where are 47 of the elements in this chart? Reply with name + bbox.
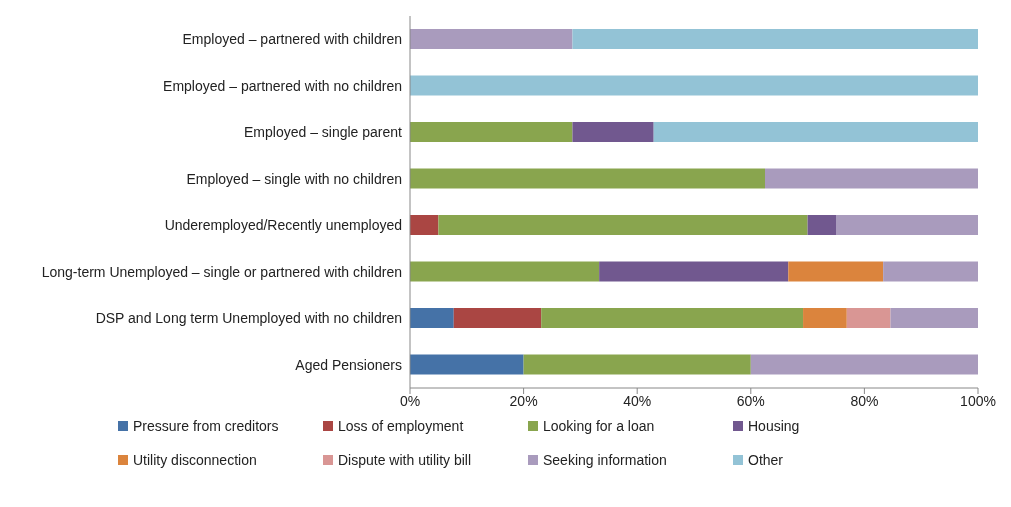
x-tick-label: 60%: [736, 392, 765, 409]
x-tick-label: 100%: [960, 392, 996, 409]
x-tick-label: 40%: [623, 392, 652, 409]
legend-label: Housing: [748, 418, 800, 434]
bar: [788, 261, 884, 282]
bar: [883, 261, 978, 282]
bar: [572, 122, 654, 142]
bar: [410, 168, 765, 189]
bar: [410, 75, 978, 96]
y-tick-label: Underemployed/Recently unemployed: [164, 217, 402, 234]
bar: [438, 215, 808, 235]
y-tick-label: Aged Pensioners: [295, 356, 402, 373]
bar: [599, 261, 789, 282]
bar: [890, 308, 978, 328]
x-tick-label: 20%: [509, 392, 538, 409]
legend-label: Seeking information: [543, 452, 667, 468]
legend-label: Loss of employment: [338, 418, 464, 434]
y-tick-label: Employed – partnered with no children: [163, 77, 402, 94]
bar: [410, 261, 600, 282]
y-tick-label: Employed – single parent: [244, 124, 403, 141]
bar: [807, 215, 836, 235]
bar: [410, 122, 573, 142]
legend-label: Dispute with utility bill: [338, 452, 472, 468]
bar: [653, 122, 978, 142]
bar: [410, 215, 439, 235]
x-tick-label: 80%: [850, 392, 879, 409]
bar: [750, 354, 978, 375]
y-tick-label: Employed – partnered with children: [182, 31, 402, 48]
legend-label: Looking for a loan: [543, 418, 655, 434]
legend-label: Utility disconnection: [133, 452, 257, 468]
legend-label: Pressure from creditors: [133, 418, 279, 434]
bar: [410, 308, 454, 328]
y-tick-label: DSP and Long term Unemployed with no children: [95, 310, 402, 327]
bar: [541, 308, 804, 328]
bar: [453, 308, 542, 328]
y-tick-label: Employed – single with no children: [186, 170, 402, 187]
y-tick-label: Long-term Unemployed – single or partnered with children: [41, 263, 402, 280]
bar: [410, 354, 524, 375]
bar: [836, 215, 978, 235]
bar: [572, 29, 978, 49]
bar: [410, 29, 573, 49]
x-tick-label: 0%: [399, 392, 421, 409]
bar: [523, 354, 751, 375]
bar: [803, 308, 847, 328]
legend-label: Other: [748, 452, 784, 468]
bar: [846, 308, 891, 328]
bar: [765, 168, 978, 189]
